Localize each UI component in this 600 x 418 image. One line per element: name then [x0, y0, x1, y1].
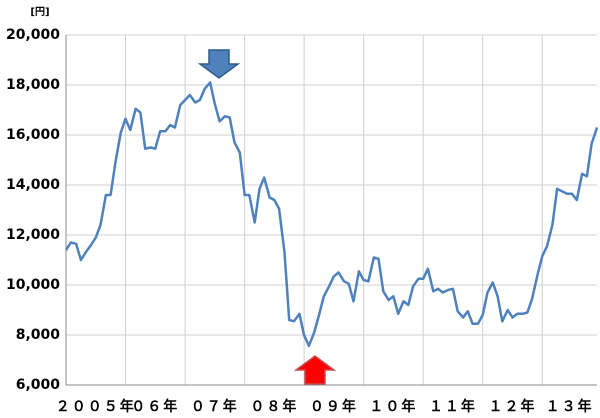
y-tick-label: 20,000	[6, 27, 60, 43]
x-tick-label: ２００５年	[56, 398, 136, 415]
x-tick-label: １０年	[369, 398, 417, 415]
y-tick-label: 14,000	[6, 177, 60, 193]
y-tick-label: 10,000	[6, 277, 60, 293]
x-tick-label: １２年	[488, 398, 536, 415]
x-tick-label: １１年	[429, 398, 477, 415]
y-axis-label: [円]	[30, 6, 49, 18]
grid	[65, 34, 597, 386]
y-tick-label: 6,000	[16, 377, 61, 393]
x-tick-label: ０７年	[191, 398, 239, 415]
x-tick-label: ０９年	[310, 398, 358, 415]
x-tick-label: ０６年	[131, 398, 179, 415]
bottom-arrow	[293, 355, 337, 385]
x-tick-label: ０８年	[250, 398, 298, 415]
y-tick-label: 18,000	[6, 77, 60, 93]
peak-arrow	[197, 49, 241, 79]
x-tick-label: １３年	[546, 398, 594, 415]
line	[64, 81, 599, 348]
y-tick-label: 12,000	[6, 227, 60, 243]
marks	[64, 81, 599, 348]
y-tick-label: 8,000	[16, 327, 61, 343]
y-tick-label: 16,000	[6, 127, 60, 143]
